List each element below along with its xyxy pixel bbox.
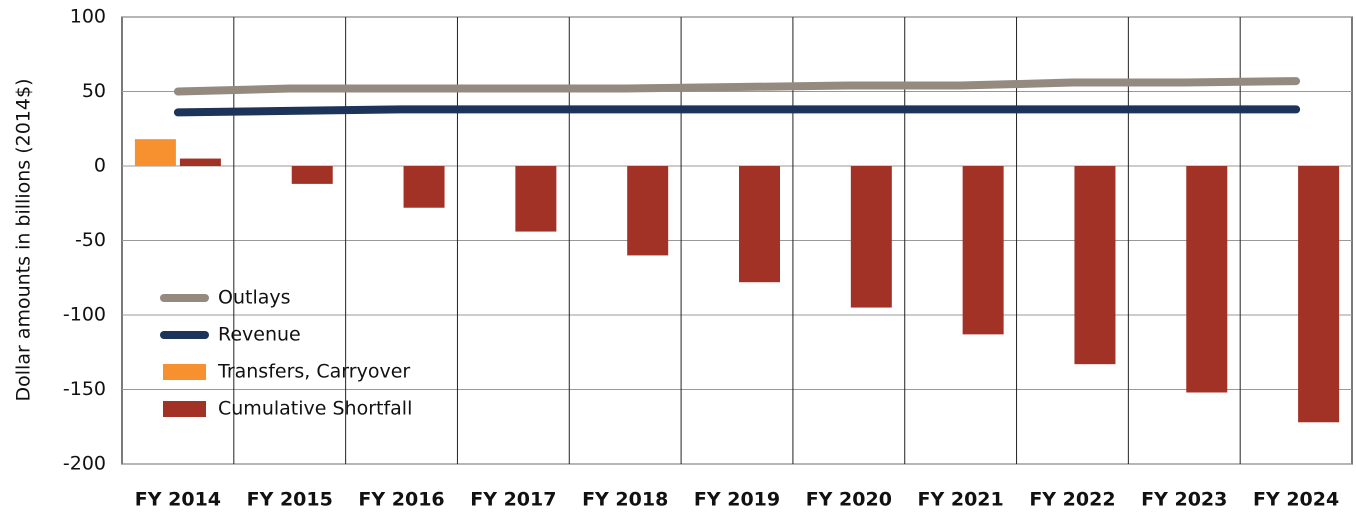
- x-tick-label: FY 2017: [470, 489, 556, 511]
- legend-swatch: [163, 364, 206, 380]
- y-tick-label: -100: [63, 304, 106, 326]
- bar: [962, 166, 1004, 335]
- legend-label: Transfers, Carryover: [217, 361, 410, 383]
- bar: [627, 166, 669, 256]
- bar: [1186, 166, 1228, 393]
- x-tick-label: FY 2022: [1029, 489, 1115, 511]
- legend-label: Outlays: [218, 287, 291, 309]
- y-tick-label: 100: [70, 6, 106, 28]
- bar: [515, 166, 557, 232]
- legend-label: Cumulative Shortfall: [218, 398, 412, 420]
- x-tick-label: FY 2018: [582, 489, 668, 511]
- line-series: [173, 105, 1301, 117]
- bar: [1074, 166, 1116, 365]
- x-tick-label: FY 2020: [806, 489, 892, 511]
- y-axis-label: Dollar amounts in billions (2014$): [13, 79, 35, 402]
- y-tick-label: -200: [63, 453, 106, 475]
- y-tick-label: -50: [75, 229, 106, 251]
- x-tick-label: FY 2023: [1141, 489, 1227, 511]
- line-series: [173, 77, 1301, 96]
- bar: [850, 166, 892, 308]
- x-tick-label: FY 2015: [247, 489, 333, 511]
- x-tick-label: FY 2019: [694, 489, 780, 511]
- y-tick-label: 0: [94, 155, 106, 177]
- legend-swatch: [163, 401, 206, 417]
- y-tick-label: 50: [82, 80, 106, 102]
- y-tick-label: -150: [63, 378, 106, 400]
- bar: [403, 166, 445, 208]
- bar: [291, 166, 333, 184]
- x-tick-label: FY 2014: [135, 489, 221, 511]
- x-tick-label: FY 2021: [918, 489, 1004, 511]
- bar: [1298, 166, 1340, 423]
- x-tick-label: FY 2016: [358, 489, 444, 511]
- bar: [739, 166, 780, 283]
- bar: [134, 139, 176, 166]
- bar: [179, 158, 221, 166]
- legend-label: Revenue: [218, 324, 301, 346]
- x-tick-label: FY 2024: [1253, 489, 1339, 511]
